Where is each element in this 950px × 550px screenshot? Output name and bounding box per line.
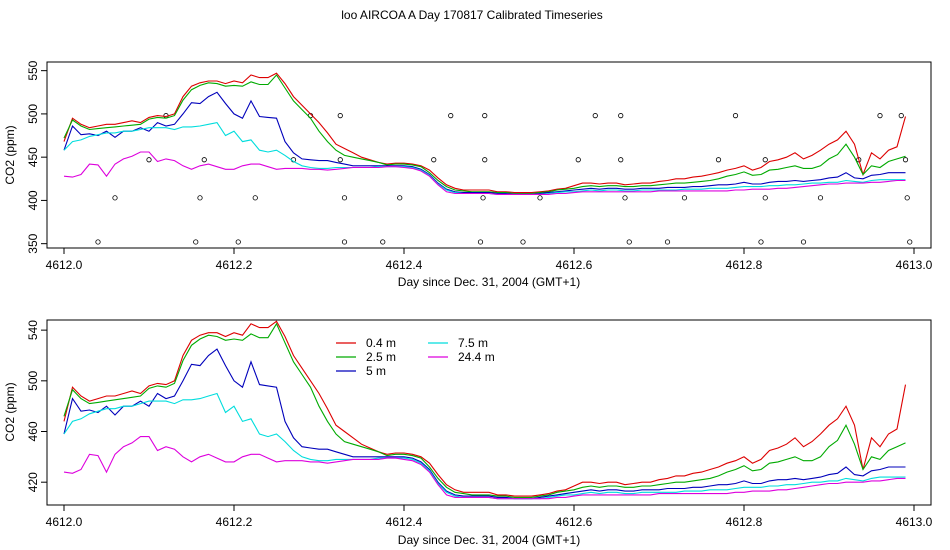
y-tick-label: 540	[26, 320, 40, 340]
marker-point	[197, 195, 203, 201]
y-tick-label: 450	[26, 147, 40, 167]
marker-point	[337, 113, 343, 119]
series-line-3	[63, 121, 906, 195]
y-tick-label: 420	[26, 472, 40, 492]
marker-point	[95, 239, 101, 245]
x-tick-label: 4612.6	[556, 258, 593, 272]
legend: 0.4 m2.5 m5 m 7.5 m24.4 m	[336, 336, 495, 378]
marker-point	[618, 157, 624, 163]
y-tick-label: 350	[26, 233, 40, 253]
y-axis: 350 400 450 500 550	[26, 60, 47, 254]
marker-point	[626, 239, 632, 245]
marker-point	[907, 239, 913, 245]
marker-point	[480, 195, 486, 201]
x-tick-label: 4612.2	[216, 515, 253, 529]
marker-point	[482, 157, 488, 163]
y-tick-label: 400	[26, 190, 40, 210]
series-line-1	[63, 322, 906, 498]
marker-point	[758, 239, 764, 245]
legend-label: 0.4 m	[366, 336, 396, 350]
y-axis: 420 460 500 540	[26, 320, 47, 492]
marker-point	[622, 195, 628, 201]
marker-point	[715, 157, 722, 163]
marker-point	[341, 195, 348, 201]
legend-label: 5 m	[366, 364, 386, 378]
plot-frame	[46, 61, 932, 249]
series-line-2	[63, 91, 906, 195]
marker-point	[337, 157, 343, 163]
x-tick-label: 4612.4	[386, 515, 423, 529]
x-axis: 4612.0 4612.2 4612.4 4612.6 4612.8 4613.0	[46, 505, 933, 529]
series-line-0	[63, 72, 907, 194]
x-tick-label: 4612.6	[556, 515, 593, 529]
x-tick-label: 4612.8	[726, 515, 763, 529]
y-tick-label: 500	[26, 370, 40, 390]
x-axis-label: Day since Dec. 31, 2004 (GMT+1)	[398, 275, 580, 289]
series-line-3	[63, 392, 906, 500]
marker-point	[193, 239, 199, 245]
marker-point	[252, 195, 258, 201]
y-tick-label: 500	[26, 104, 40, 124]
plot-frame	[46, 319, 932, 506]
marker-point	[575, 157, 581, 163]
x-axis: 4612.0 4612.2 4612.4 4612.6 4612.8 4613.0	[46, 248, 933, 272]
x-tick-label: 4612.4	[386, 258, 423, 272]
x-tick-label: 4612.0	[46, 515, 83, 529]
marker-point	[817, 195, 824, 201]
marker-point	[681, 195, 688, 201]
x-tick-label: 4613.0	[896, 258, 933, 272]
series-line-2	[63, 348, 906, 500]
marker-point	[800, 239, 807, 245]
marker-point	[341, 239, 348, 245]
marker-point	[877, 113, 883, 119]
series-line-4	[63, 436, 906, 500]
marker-point	[898, 113, 904, 119]
y-axis-label: CO2 (ppm)	[3, 382, 17, 441]
x-tick-label: 4612.2	[216, 258, 253, 272]
marker-point	[664, 239, 671, 245]
marker-point	[477, 239, 484, 245]
marker-point	[537, 195, 543, 201]
marker-point	[431, 157, 437, 163]
marker-point	[732, 113, 739, 119]
marker-point	[482, 113, 488, 119]
series-layer	[63, 72, 907, 195]
y-tick-label: 550	[26, 60, 40, 80]
marker-point	[618, 113, 624, 119]
x-tick-label: 4612.0	[46, 258, 83, 272]
marker-point	[902, 157, 909, 163]
marker-point	[520, 239, 526, 245]
marker-point	[448, 113, 454, 119]
y-axis-label: CO2 (ppm)	[3, 125, 17, 184]
legend-label: 24.4 m	[458, 350, 495, 364]
marker-point	[146, 157, 152, 163]
x-axis-label: Day since Dec. 31, 2004 (GMT+1)	[398, 533, 580, 547]
chart-title: loo AIRCOA A Day 170817 Calibrated Times…	[341, 8, 602, 22]
marker-point	[112, 195, 118, 201]
marker-point	[762, 157, 768, 163]
marker-point	[762, 195, 768, 201]
marker-point	[201, 157, 207, 163]
y-tick-label: 460	[26, 421, 40, 441]
x-tick-label: 4613.0	[896, 515, 933, 529]
marker-layer	[95, 113, 913, 245]
series-line-1	[63, 74, 906, 195]
marker-point	[397, 195, 403, 201]
x-tick-label: 4612.8	[726, 258, 763, 272]
legend-label: 2.5 m	[366, 350, 396, 364]
marker-point	[235, 239, 241, 245]
legend-label: 7.5 m	[458, 336, 488, 350]
marker-point	[380, 239, 386, 245]
marker-point	[904, 195, 910, 201]
series-line-4	[63, 151, 906, 195]
series-layer	[63, 320, 907, 500]
marker-point	[592, 113, 598, 119]
top-panel: 350 400 450 500 550 4612.0 4612.2 4612.4 4612.6…	[3, 60, 933, 289]
series-line-0	[63, 320, 907, 497]
